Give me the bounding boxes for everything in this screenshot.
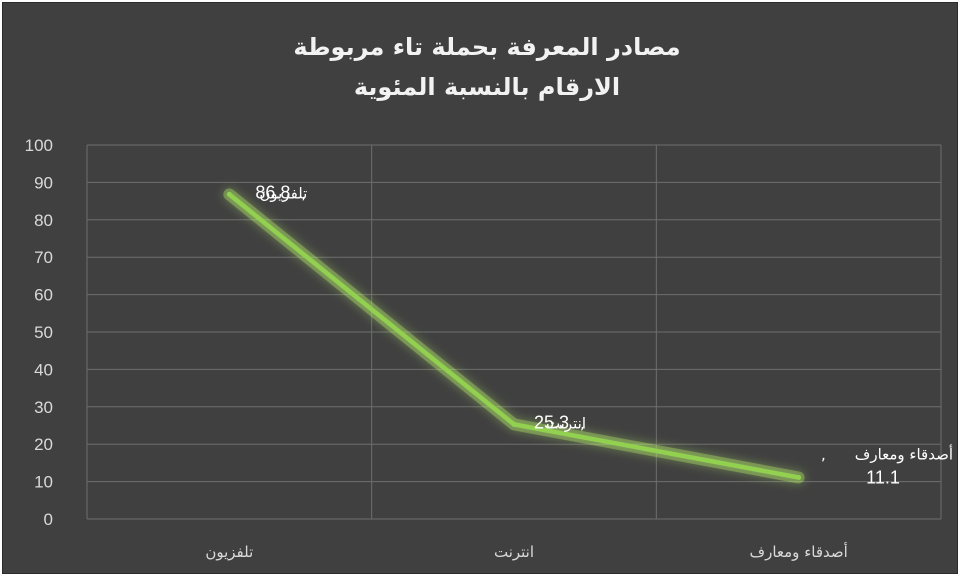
- x-category-label: أصدقاء ومعارف: [750, 542, 848, 561]
- chart-title-line-1: مصادر المعرفة بحملة تاء مربوطة: [293, 33, 680, 61]
- y-axis-ticks: 0 10 20 30 40 50 60 70 80 90 100: [25, 136, 53, 529]
- x-axis-categories: تلفزيون انترنت أصدقاء ومعارف: [205, 542, 847, 561]
- y-tick-label: 0: [44, 510, 53, 529]
- data-label-category: انترنت: [546, 414, 586, 432]
- data-label: 86.8 ,تلفزيون: [255, 182, 307, 202]
- series-line: [227, 192, 801, 480]
- data-point: [226, 191, 232, 197]
- line-chart: مصادر المعرفة بحملة تاء مربوطة الارقام ب…: [25, 33, 953, 561]
- data-label-value: 86.8: [255, 182, 290, 202]
- y-tick-label: 10: [34, 473, 53, 492]
- chart-title-line-2: الارقام بالنسبة المئوية: [354, 73, 620, 101]
- x-category-label: انترنت: [494, 543, 534, 561]
- data-label-separator: ,: [301, 184, 306, 202]
- y-tick-label: 90: [34, 173, 53, 192]
- data-label-separator: ,: [821, 445, 826, 463]
- gridlines: [86, 144, 942, 520]
- series: [223, 188, 805, 484]
- y-tick-label: 60: [34, 286, 53, 305]
- data-point: [511, 421, 517, 427]
- y-tick-label: 40: [34, 360, 53, 379]
- y-tick-label: 100: [25, 136, 53, 155]
- data-label: أصدقاء ومعارف, 11.1: [821, 444, 953, 487]
- y-tick-label: 50: [34, 323, 53, 342]
- y-tick-label: 80: [34, 211, 53, 230]
- y-tick-label: 70: [34, 248, 53, 267]
- y-tick-label: 30: [34, 398, 53, 417]
- data-label-separator: ,: [580, 414, 585, 432]
- data-label-value: 25.3: [534, 412, 569, 432]
- series-line-glow: [223, 188, 805, 484]
- data-label: 25.3 ,انترنت: [534, 412, 586, 432]
- data-point: [796, 474, 802, 480]
- y-tick-label: 20: [34, 435, 53, 454]
- data-label-category: أصدقاء ومعارف: [855, 444, 953, 463]
- data-label-value: 11.1: [866, 467, 900, 487]
- data-label-category: تلفزيون: [259, 184, 307, 202]
- x-category-label: تلفزيون: [205, 543, 253, 561]
